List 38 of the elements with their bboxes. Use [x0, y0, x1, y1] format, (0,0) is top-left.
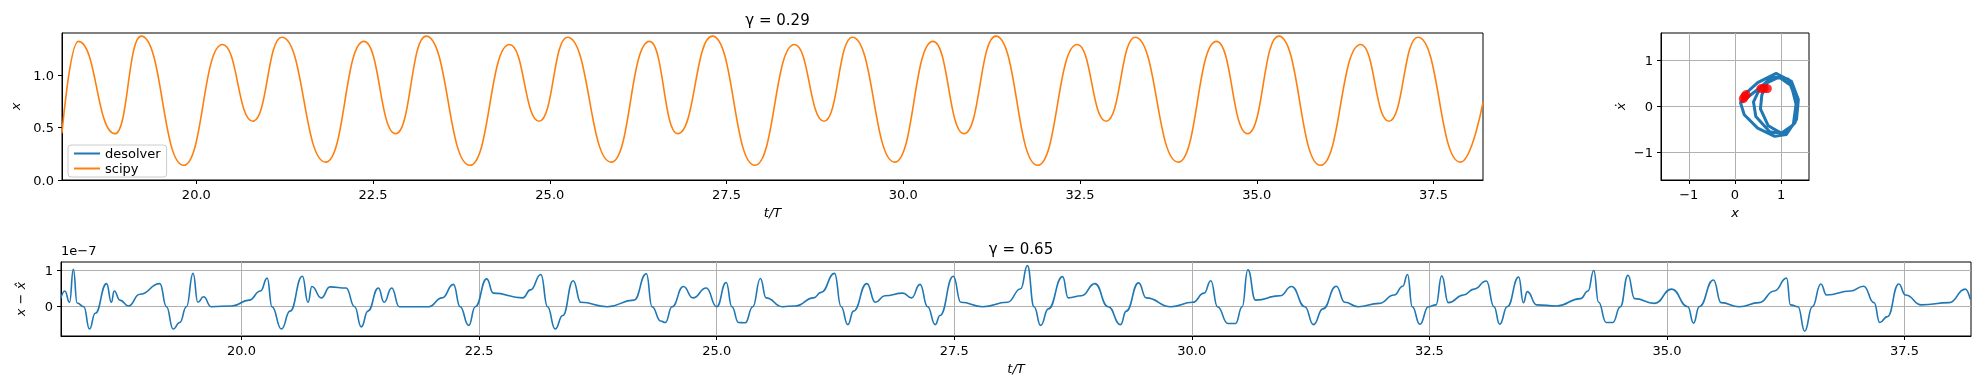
x-tick-label: 32.5	[1414, 343, 1444, 358]
x-tick-label: 35.0	[1242, 187, 1272, 202]
x-tick-label: 27.5	[712, 187, 742, 202]
x-tick-label: 20.0	[227, 343, 257, 358]
y-axis-title: x	[8, 102, 24, 112]
x-tick-label: 20.0	[181, 187, 211, 202]
x-tick-label: 30.0	[1177, 343, 1207, 358]
y-tick-label: 1.0	[33, 67, 54, 83]
chart-title: γ = 0.65	[988, 239, 1054, 258]
x-tick-label: −1	[1679, 187, 1699, 202]
legend-label: scipy	[105, 161, 139, 176]
y-axis-title: x − x̂	[13, 281, 28, 318]
y-tick-label: 0.5	[33, 120, 54, 135]
x-tick-label: 22.5	[464, 343, 494, 358]
x-tick-label: 27.5	[939, 343, 969, 358]
x-tick-label: 25.0	[702, 343, 732, 358]
x-tick-label: 35.0	[1652, 343, 1682, 358]
x-tick-label: 22.5	[358, 187, 388, 202]
y-tick-label: 0.0	[33, 172, 54, 188]
x-tick-label: 25.0	[535, 187, 565, 202]
y-axis-title: ẋ	[1613, 102, 1628, 112]
y-tick-label: −1	[1633, 144, 1653, 160]
y-tick-label: 0	[1644, 99, 1653, 114]
x-tick-label: 37.5	[1419, 187, 1448, 202]
x-tick-label: 37.5	[1890, 343, 1919, 358]
x-axis-title: t/T	[763, 205, 783, 220]
x-tick-label: 30.0	[888, 187, 918, 202]
x-tick-label: 1	[1777, 187, 1786, 202]
x-axis-title: x	[1730, 205, 1740, 220]
legend-label: desolver	[105, 146, 162, 161]
y-tick-label: 0	[44, 299, 53, 315]
x-tick-label: 0	[1730, 187, 1740, 202]
x-axis-title: t/T	[1007, 361, 1026, 376]
text: 1e−7	[61, 243, 97, 258]
y-tick-label: 1	[1644, 53, 1653, 69]
y-tick-label: 1	[44, 262, 53, 278]
chart-title: γ = 0.29	[745, 10, 810, 29]
x-tick-label: 32.5	[1065, 187, 1095, 202]
